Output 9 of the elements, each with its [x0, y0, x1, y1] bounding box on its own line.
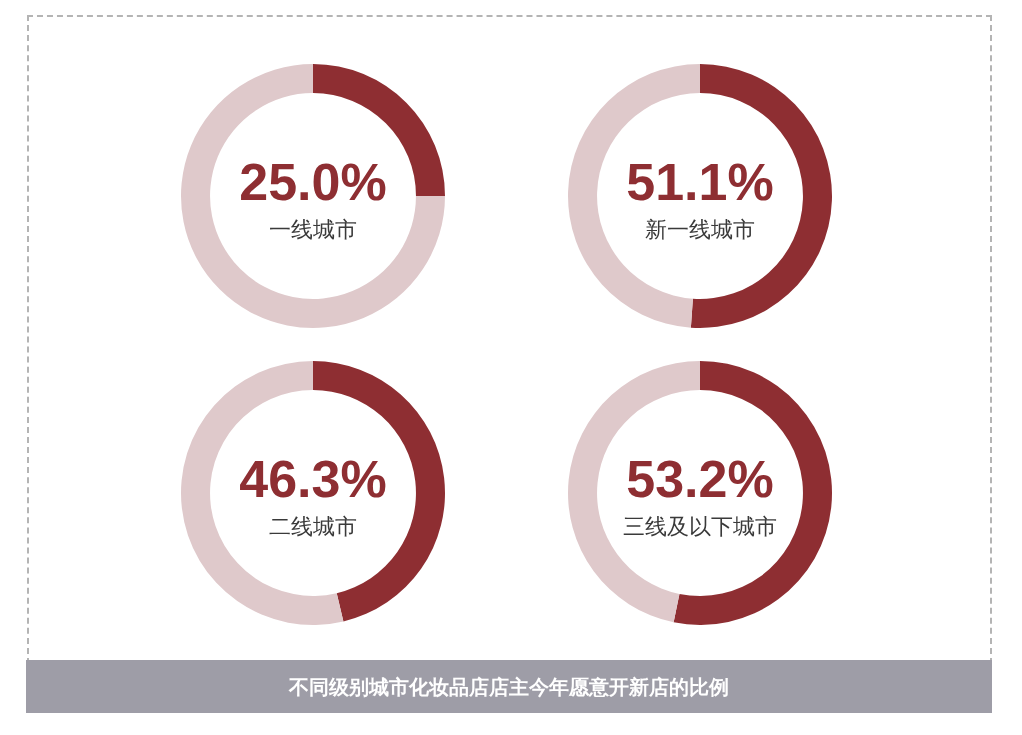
text: 一线城市: [269, 217, 357, 243]
text: 三线及以下城市: [623, 514, 777, 540]
data-label: 51.1%: [626, 153, 774, 211]
data-label: 25.0%: [239, 153, 387, 211]
text: 新一线城市: [645, 217, 755, 243]
text: 二线城市: [269, 514, 357, 540]
data-label: 46.3%: [239, 450, 387, 508]
text: 不同级别城市化妆品店店主今年愿意开新店的比例: [289, 674, 729, 699]
data-label: 53.2%: [626, 450, 774, 508]
